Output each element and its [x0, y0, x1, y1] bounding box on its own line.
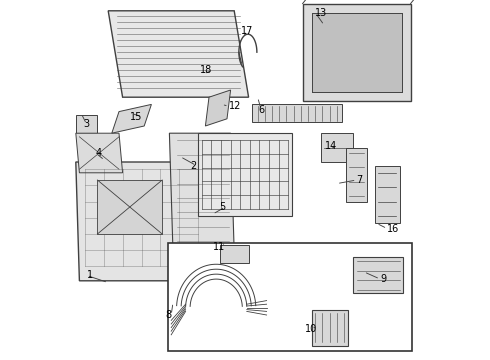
Text: 6: 6 [258, 105, 264, 115]
Polygon shape [76, 162, 205, 281]
Text: 18: 18 [200, 65, 213, 75]
Text: 8: 8 [165, 310, 171, 320]
Text: 5: 5 [219, 202, 225, 212]
Text: 4: 4 [96, 148, 102, 158]
Polygon shape [252, 104, 342, 122]
Text: 10: 10 [305, 324, 317, 334]
Text: 16: 16 [387, 224, 399, 234]
Polygon shape [76, 133, 122, 173]
Text: 2: 2 [190, 161, 196, 171]
Text: 3: 3 [83, 119, 90, 129]
Polygon shape [98, 180, 162, 234]
Polygon shape [303, 4, 411, 101]
Text: 1: 1 [87, 270, 93, 280]
Polygon shape [108, 11, 248, 97]
Bar [312, 310, 347, 346]
Text: 7: 7 [357, 175, 363, 185]
Polygon shape [346, 148, 368, 202]
Text: 17: 17 [241, 26, 253, 36]
Polygon shape [312, 13, 402, 92]
Text: 14: 14 [324, 141, 337, 151]
Text: 11: 11 [213, 242, 225, 252]
Polygon shape [76, 115, 98, 133]
Bar [220, 245, 248, 263]
Polygon shape [112, 104, 151, 133]
Polygon shape [170, 133, 234, 252]
Polygon shape [374, 166, 400, 223]
Text: 15: 15 [130, 112, 143, 122]
Polygon shape [205, 90, 231, 126]
Text: 12: 12 [229, 101, 241, 111]
Polygon shape [320, 133, 353, 162]
Bar [353, 257, 403, 293]
Text: 13: 13 [315, 8, 327, 18]
Polygon shape [198, 133, 292, 216]
Bar [168, 243, 413, 351]
Text: 9: 9 [380, 274, 386, 284]
